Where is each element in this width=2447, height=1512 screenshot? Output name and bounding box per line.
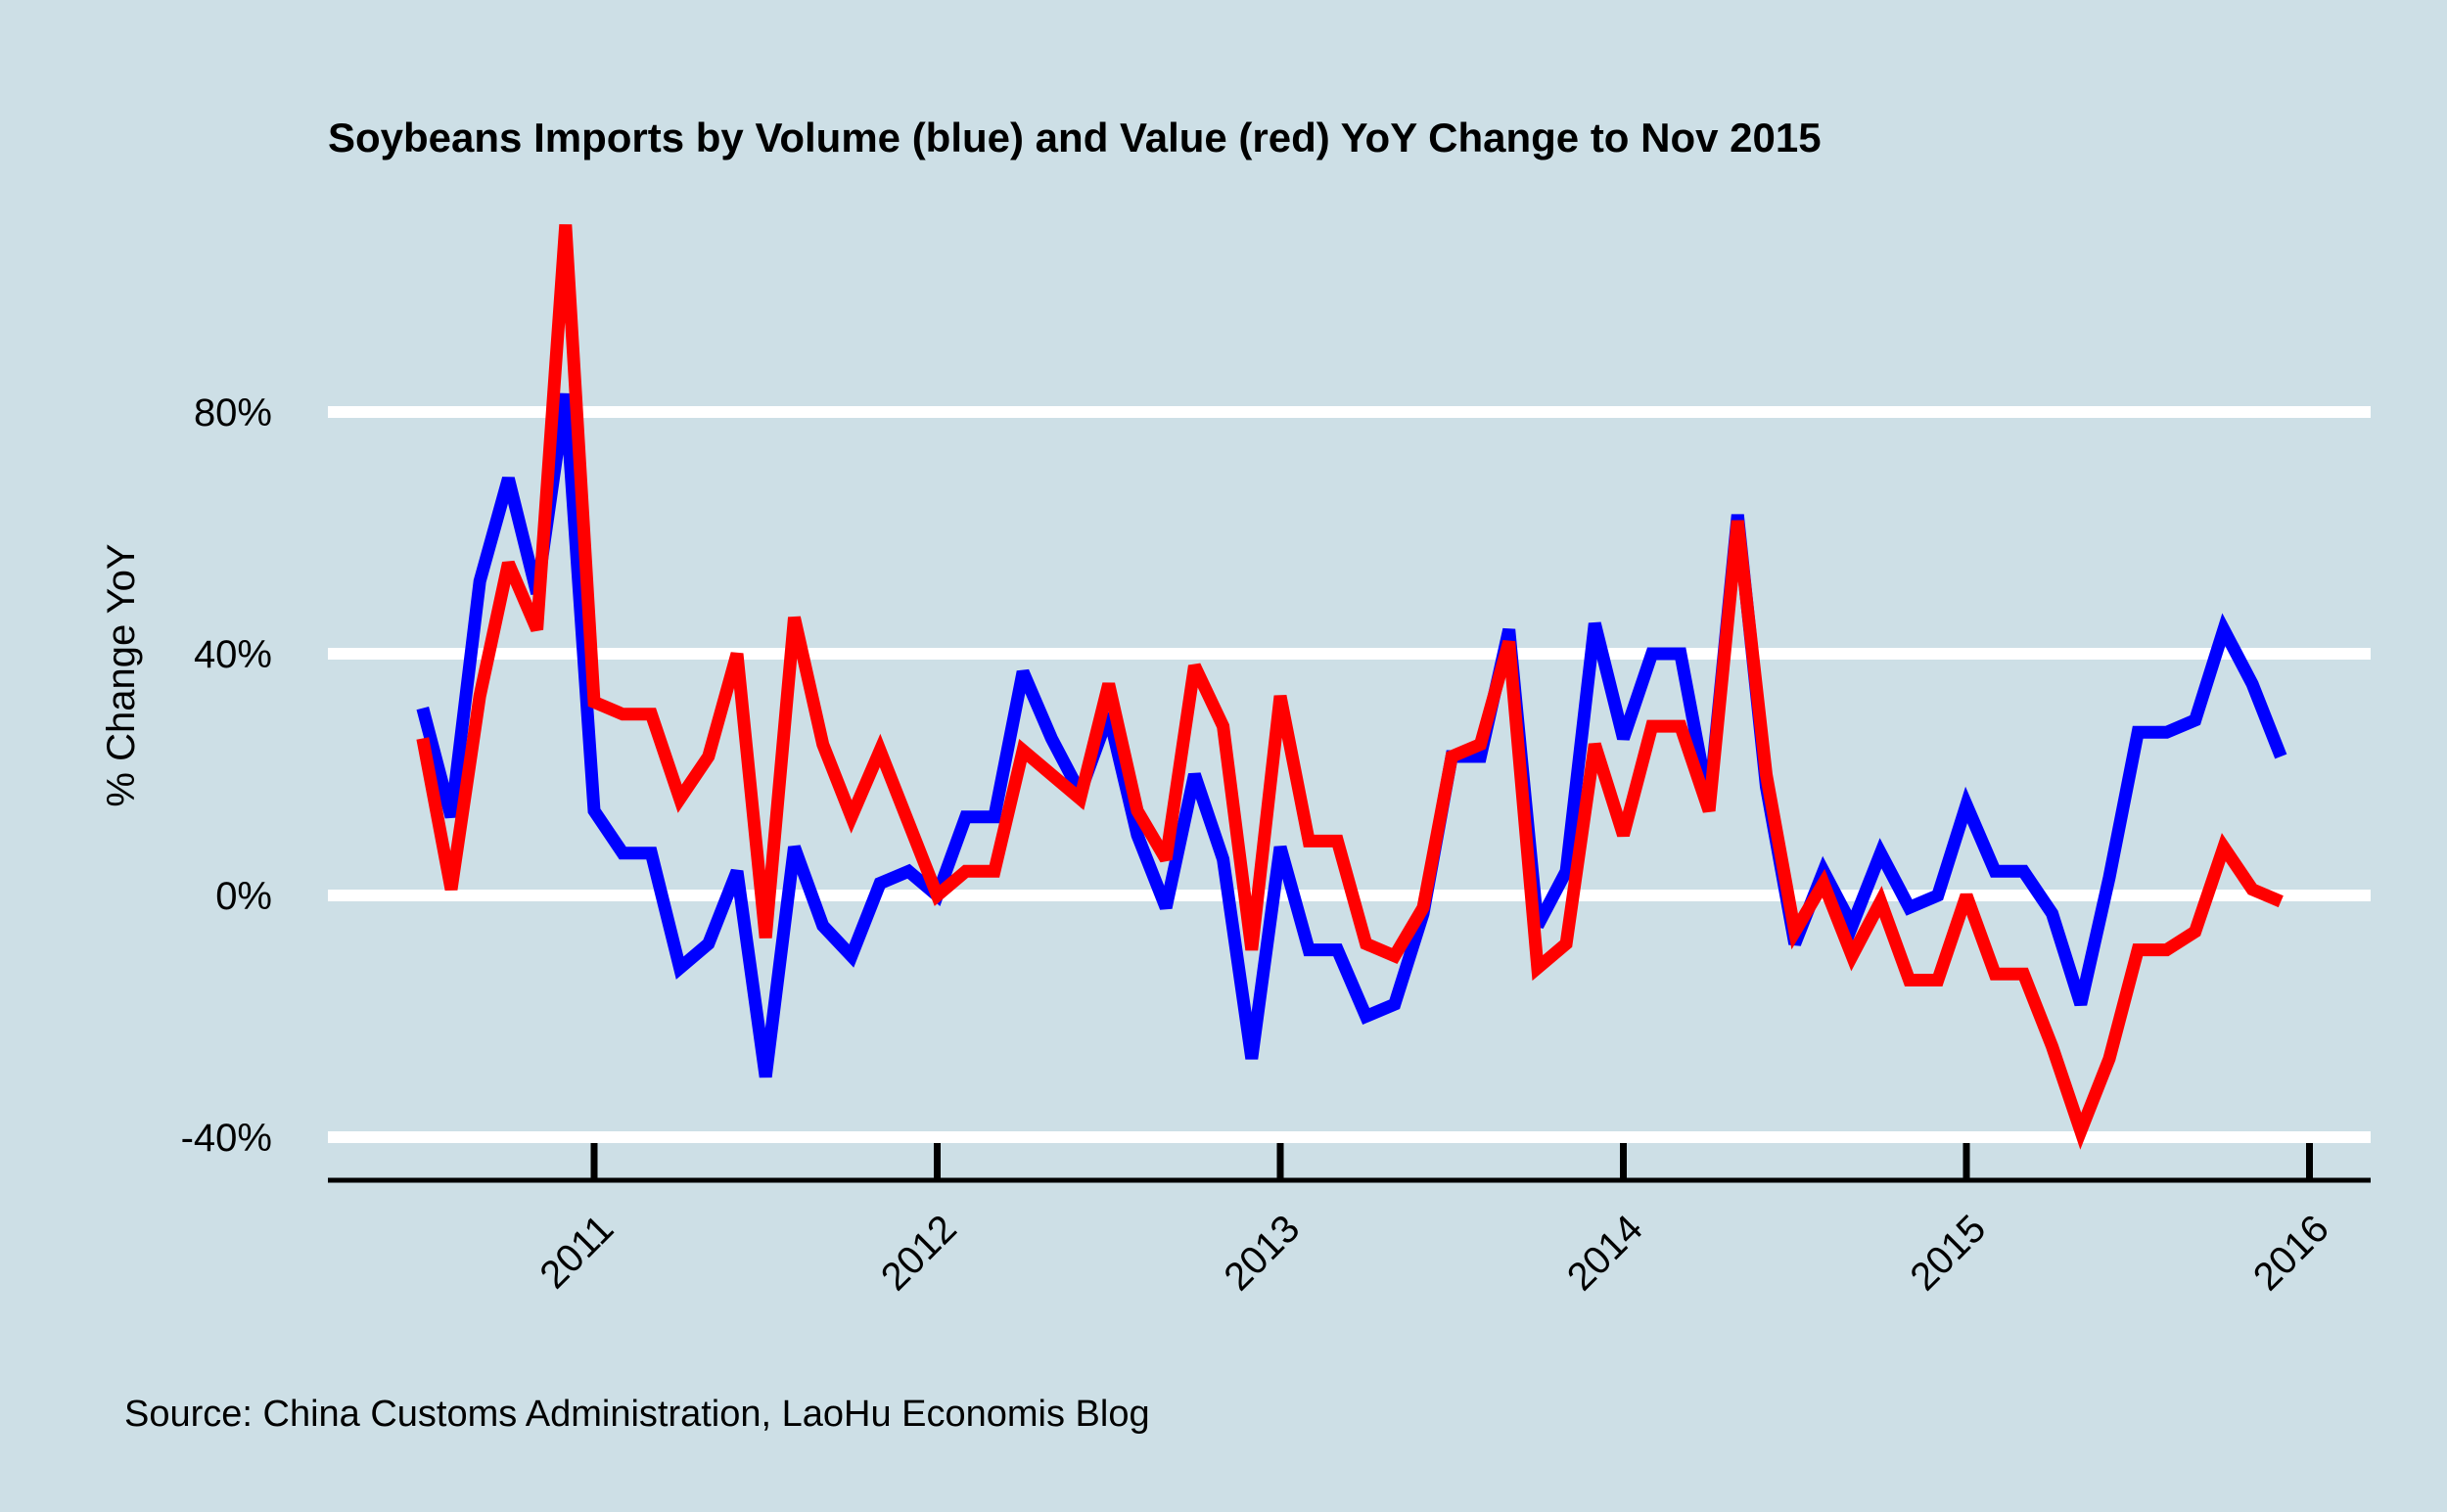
y-tick-label: 80% <box>194 391 272 435</box>
series-line-volume <box>416 392 2287 1078</box>
y-tick-labels: -40% 0% 40% 80% <box>181 391 272 1160</box>
y-tick-label: 40% <box>194 633 272 676</box>
y-axis-label: % Change YoY <box>100 543 143 806</box>
y-tick-label: -40% <box>181 1117 272 1160</box>
series-line-value <box>416 224 2284 1150</box>
y-tick-label: 0% <box>215 875 272 918</box>
source-note: Source: China Customs Administration, La… <box>124 1394 1150 1435</box>
chart-title: Soybeans Imports by Volume (blue) and Va… <box>328 115 1822 160</box>
series-lines <box>416 224 2287 1150</box>
